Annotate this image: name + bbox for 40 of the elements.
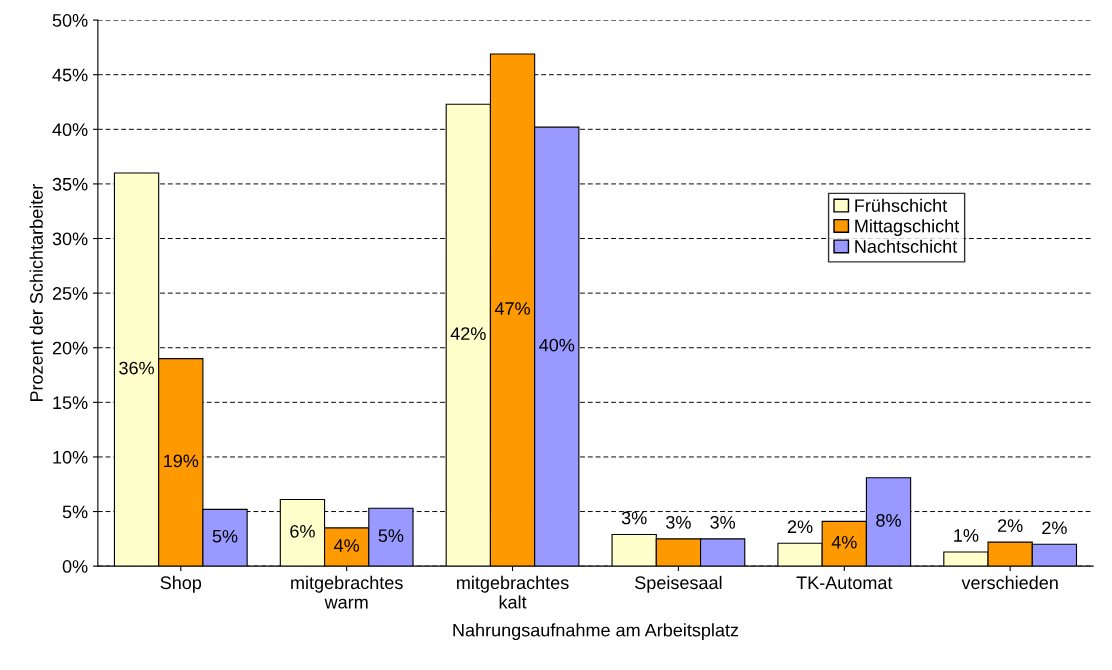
y-tick-label: 15%: [53, 396, 88, 410]
x-tick-label: mitgebrachtes warm: [291, 575, 403, 609]
data-label: 3%: [666, 515, 691, 529]
legend-label: Nachtschicht: [855, 239, 958, 253]
data-label: 3%: [710, 515, 736, 529]
data-label: 4%: [334, 539, 360, 552]
y-tick-label: 20%: [52, 341, 88, 355]
y-tick-label: 30%: [52, 232, 88, 246]
x-tick-label: mitgebrachtes kalt: [457, 575, 569, 609]
data-label: 5%: [378, 529, 404, 543]
x-tick-label: Shop: [160, 575, 202, 593]
y-tick-label: 50%: [52, 14, 88, 27]
legend-label: Frühschicht: [855, 198, 948, 212]
y-axis-title: Prozent der Schichtarbeiter: [29, 184, 43, 402]
y-tick-label: 0%: [62, 560, 88, 573]
data-label: 6%: [290, 524, 315, 538]
data-label: 2%: [1042, 521, 1067, 535]
y-tick-label: 40%: [52, 123, 88, 137]
data-label: 4%: [831, 535, 857, 549]
data-label: 5%: [212, 529, 238, 543]
x-tick-label: TK-Automat: [796, 576, 893, 590]
data-label: 40%: [539, 338, 575, 352]
y-tick-label: 25%: [52, 287, 88, 300]
data-label: 3%: [621, 511, 647, 525]
y-tick-label: 5%: [62, 505, 88, 519]
x-axis-title: Nahrungsaufnahme am Arbeitsplatz: [453, 623, 739, 641]
data-label: 2%: [998, 519, 1023, 532]
data-label: 19%: [164, 454, 199, 468]
data-label: 36%: [119, 361, 154, 375]
data-label: 8%: [876, 513, 901, 527]
legend-label: Mittagschicht: [855, 219, 960, 237]
data-label: 1%: [954, 529, 979, 542]
y-tick-label: 10%: [53, 450, 88, 464]
x-tick-label: verschieden: [961, 575, 1058, 590]
data-label: 2%: [787, 520, 813, 534]
data-label: 47%: [494, 302, 530, 315]
y-tick-label: 45%: [52, 68, 88, 82]
y-tick-label: 35%: [52, 177, 88, 191]
data-label: 42%: [450, 327, 486, 340]
x-tick-label: Speisesaal: [635, 575, 722, 593]
